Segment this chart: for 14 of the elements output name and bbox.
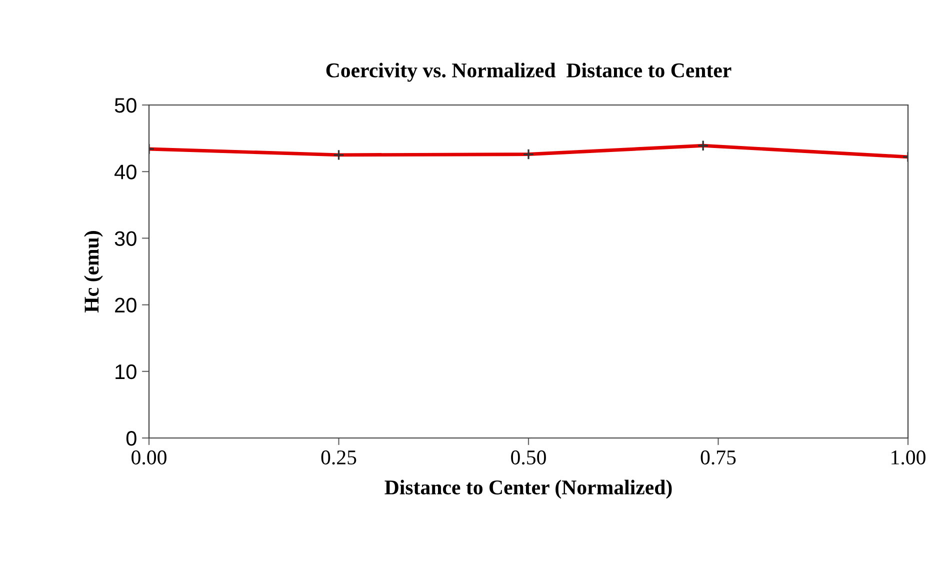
x-tick-label: 0.75 xyxy=(700,450,736,465)
y-tick-label: 40 xyxy=(114,164,136,180)
x-tick-label: 1.00 xyxy=(892,450,926,465)
y-tick-label: 30 xyxy=(114,231,136,246)
y-tick-label: 0 xyxy=(126,431,136,446)
x-tick-label: 0.50 xyxy=(511,450,546,465)
x-tick-label: 0.00 xyxy=(132,450,166,465)
x-tick-label: 0.25 xyxy=(321,450,356,465)
x-axis-title: Distance to Center (Normalized) xyxy=(384,480,672,499)
y-axis-title: Hc (emu) xyxy=(84,231,103,313)
y-tick-label: 10 xyxy=(116,364,136,380)
chart-title: Coercivity vs. Normalized Distance to Center xyxy=(326,62,732,82)
y-tick-label: 20 xyxy=(115,298,136,313)
y-tick-label: 50 xyxy=(114,98,136,113)
